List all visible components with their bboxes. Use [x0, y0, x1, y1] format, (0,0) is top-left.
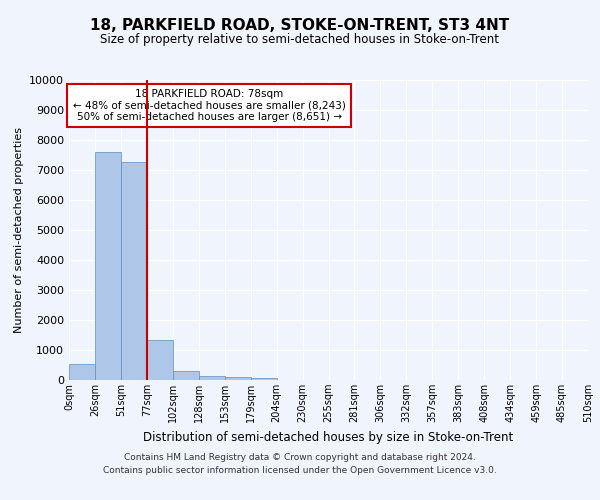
Bar: [69, 364, 95, 380]
Text: 18 PARKFIELD ROAD: 78sqm
← 48% of semi-detached houses are smaller (8,243)
50% o: 18 PARKFIELD ROAD: 78sqm ← 48% of semi-d…: [73, 89, 346, 122]
Text: Contains HM Land Registry data © Crown copyright and database right 2024.: Contains HM Land Registry data © Crown c…: [124, 452, 476, 462]
Bar: [225, 377, 251, 380]
Bar: [251, 378, 277, 380]
Bar: [95, 152, 121, 380]
Text: Size of property relative to semi-detached houses in Stoke-on-Trent: Size of property relative to semi-detach…: [101, 32, 499, 46]
Y-axis label: Number of semi-detached properties: Number of semi-detached properties: [14, 127, 23, 333]
Bar: [121, 162, 147, 380]
Text: Contains public sector information licensed under the Open Government Licence v3: Contains public sector information licen…: [103, 466, 497, 475]
Bar: [147, 340, 173, 380]
Bar: [199, 376, 224, 380]
Bar: [173, 371, 199, 380]
Text: 18, PARKFIELD ROAD, STOKE-ON-TRENT, ST3 4NT: 18, PARKFIELD ROAD, STOKE-ON-TRENT, ST3 …: [91, 18, 509, 32]
X-axis label: Distribution of semi-detached houses by size in Stoke-on-Trent: Distribution of semi-detached houses by …: [143, 430, 514, 444]
